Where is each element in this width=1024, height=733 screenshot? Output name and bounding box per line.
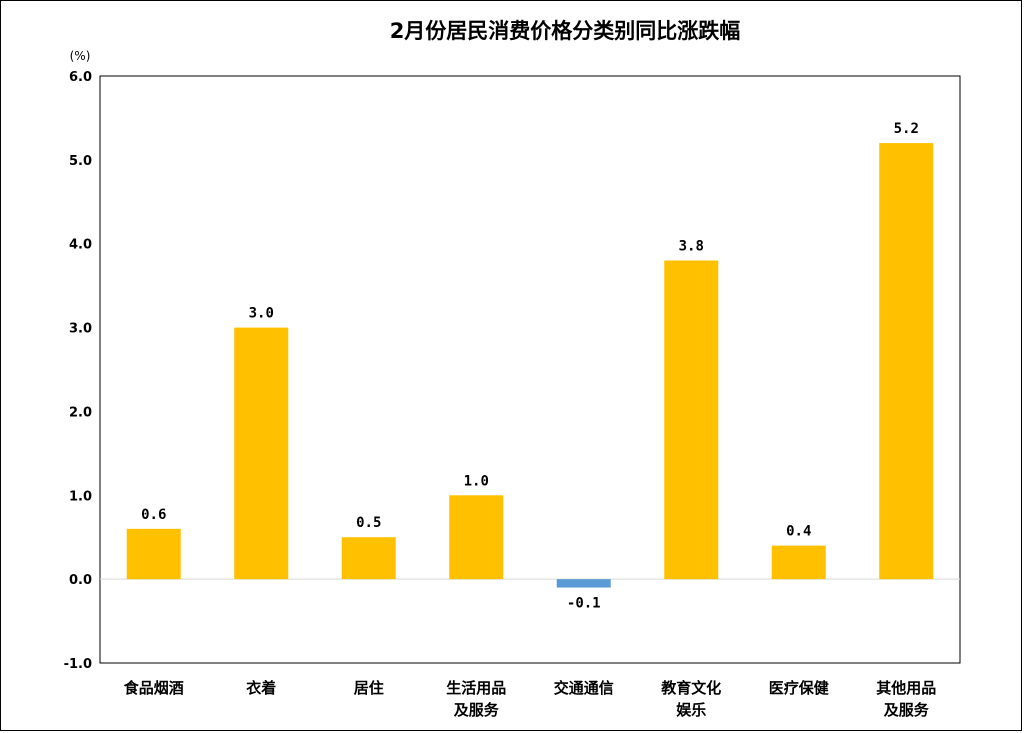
- bar: [341, 537, 396, 580]
- y-tick-label: 6.0: [69, 70, 92, 85]
- x-category-label: 其他用品: [876, 679, 936, 697]
- plot-area: [99, 75, 961, 664]
- y-tick-label: 3.0: [69, 322, 92, 337]
- bar: [126, 528, 181, 580]
- data-label: 0.5: [356, 515, 381, 531]
- y-tick-label: 0.0: [69, 573, 92, 588]
- x-category-label: 医疗保健: [769, 679, 829, 697]
- data-label: 0.6: [141, 507, 166, 523]
- data-label: 3.0: [249, 306, 274, 322]
- x-category-label: 食品烟酒: [124, 679, 184, 697]
- bar: [879, 143, 934, 580]
- y-tick-label: 1.0: [69, 489, 92, 504]
- data-label: 0.4: [786, 524, 811, 540]
- x-category-label: 衣着: [246, 679, 276, 697]
- bar: [771, 545, 826, 580]
- x-category-label: 及服务: [454, 701, 500, 719]
- bar: [556, 579, 611, 588]
- data-label: 1.0: [464, 473, 489, 489]
- bar: [449, 495, 504, 580]
- data-label: 5.2: [894, 121, 919, 137]
- x-category-label: 娱乐: [676, 701, 706, 719]
- x-category-label: 交通通信: [554, 679, 614, 697]
- data-label: 3.8: [679, 238, 704, 254]
- x-category-label: 生活用品: [446, 679, 506, 697]
- bars: [126, 143, 934, 588]
- y-axis-ticks: 6.0 5.0 4.0 3.0 2.0 1.0 0.0 -1.0: [64, 70, 92, 672]
- y-tick-label: 2.0: [69, 405, 92, 420]
- data-label: -0.1: [567, 596, 601, 612]
- value-labels: 0.6 3.0 0.5 1.0 -0.1 3.8 0.4 5.2: [141, 121, 919, 611]
- x-category-label: 居住: [354, 679, 384, 697]
- y-tick-label: -1.0: [64, 657, 92, 672]
- bar: [664, 260, 719, 580]
- chart-title: 2月份居民消费价格分类别同比涨跌幅: [390, 19, 741, 43]
- y-axis-unit-label: (%): [70, 49, 91, 63]
- bar: [234, 327, 289, 580]
- y-tick-label: 4.0: [69, 238, 92, 253]
- y-tick-label: 5.0: [69, 154, 92, 169]
- x-category-label: 教育文化: [660, 679, 721, 697]
- x-category-label: 及服务: [884, 701, 930, 719]
